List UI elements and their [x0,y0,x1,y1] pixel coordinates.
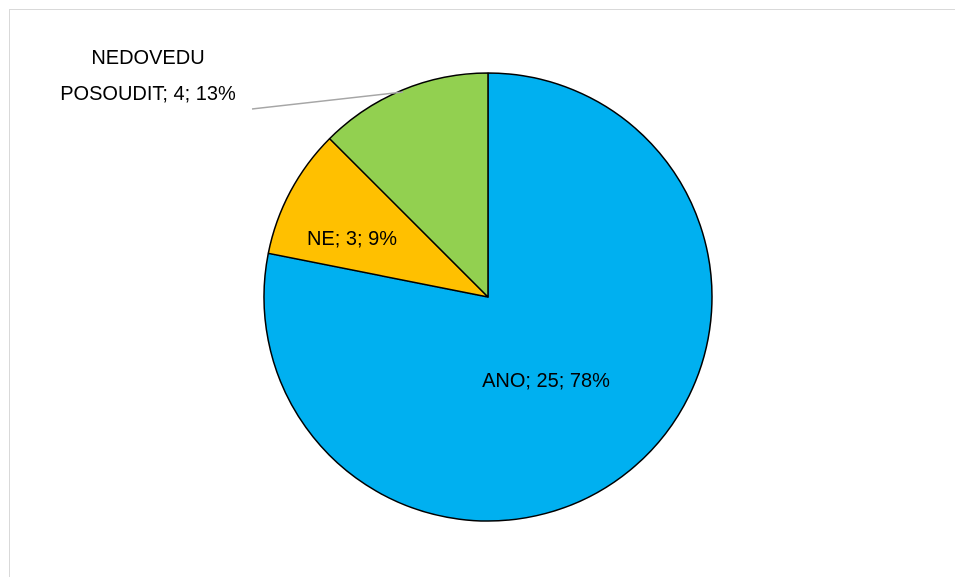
label-ne: NE; 3; 9% [307,228,397,250]
pie-slices [263,72,713,522]
label-nedovedu-line2: POSOUDIT; 4; 13% [60,83,236,105]
label-ano: ANO; 25; 78% [482,370,610,392]
label-nedovedu-line1: NEDOVEDU [91,47,204,69]
slice-ne [267,137,489,298]
slice-nedovedu-posoudit [328,72,489,298]
leader-line [251,91,404,110]
